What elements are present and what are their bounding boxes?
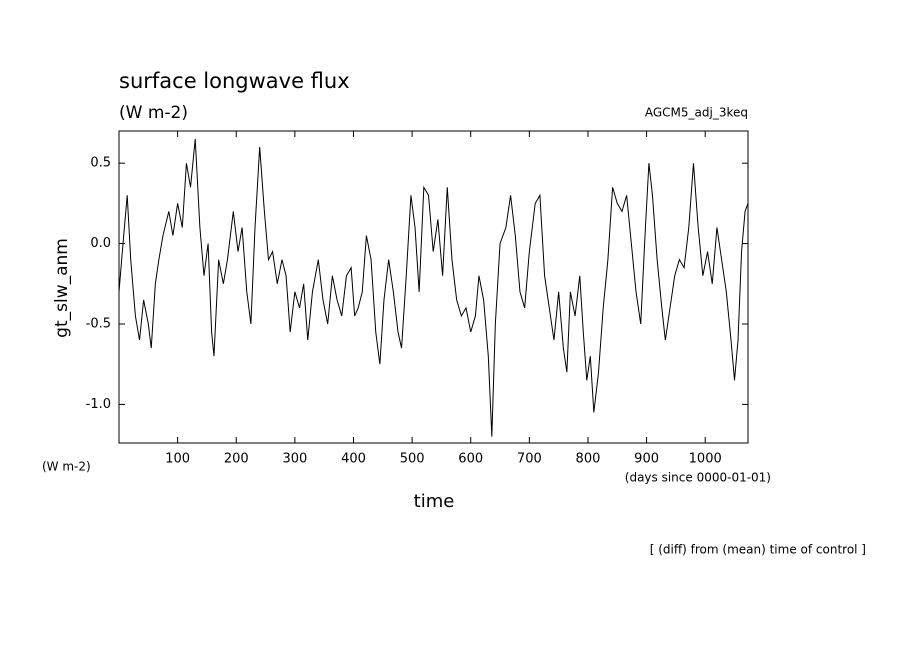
x-units: (days since 0000-01-01) bbox=[625, 471, 771, 485]
chart-title: surface longwave flux bbox=[119, 69, 350, 93]
y-tick-label: 0.5 bbox=[90, 156, 111, 171]
plot-frame bbox=[118, 130, 749, 444]
x-tick-label: 600 bbox=[458, 452, 483, 467]
y-tick-label: 0.0 bbox=[90, 236, 111, 251]
x-tick-label: 900 bbox=[634, 452, 659, 467]
x-tick-label: 500 bbox=[400, 452, 425, 467]
x-tick-label: 400 bbox=[341, 452, 366, 467]
y-tick-label: -1.0 bbox=[86, 397, 111, 412]
x-tick-label: 100 bbox=[165, 452, 190, 467]
y-axis-label: gt_slw_anm bbox=[52, 238, 72, 338]
footnote: [ (diff) from (mean) time of control ] bbox=[650, 543, 866, 557]
x-tick-label: 800 bbox=[576, 452, 601, 467]
y-units: (W m-2) bbox=[42, 460, 91, 474]
x-axis-label: time bbox=[414, 491, 455, 512]
chart-subtitle: (W m-2) bbox=[119, 103, 188, 123]
experiment-label: AGCM5_adj_3keq bbox=[645, 106, 748, 120]
x-tick-label: 700 bbox=[517, 452, 542, 467]
y-tick-label: -0.5 bbox=[86, 316, 111, 331]
x-tick-label: 200 bbox=[224, 452, 249, 467]
data-line bbox=[118, 138, 749, 437]
x-tick-label: 300 bbox=[282, 452, 307, 467]
x-tick-label: 1000 bbox=[689, 452, 722, 467]
